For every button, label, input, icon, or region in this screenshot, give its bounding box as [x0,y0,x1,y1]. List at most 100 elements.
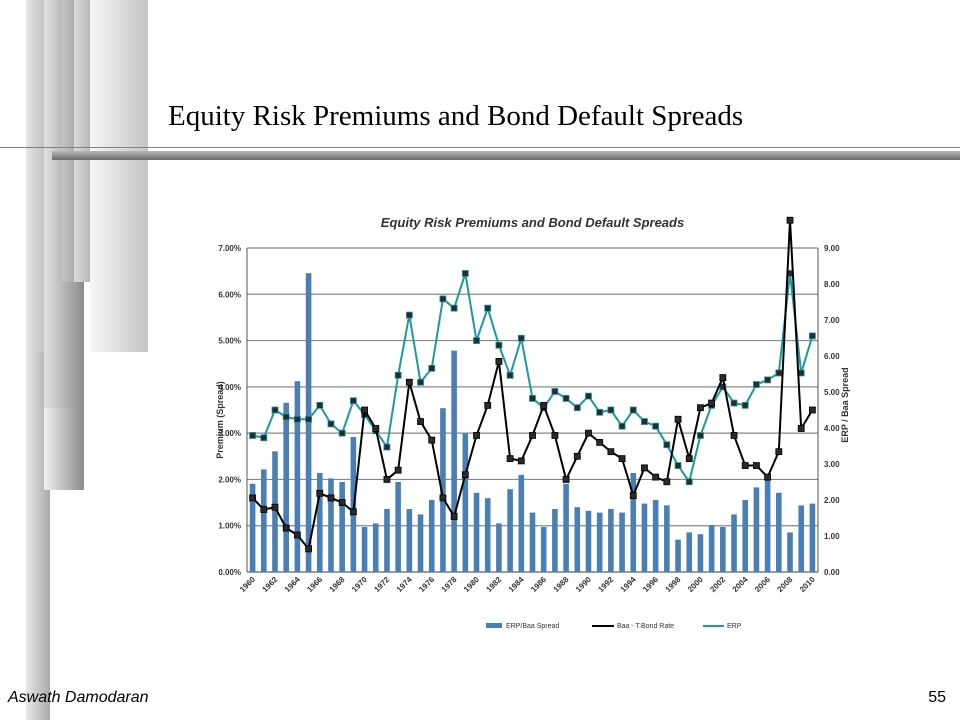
y-left-tick-label: 1.00% [218,522,241,531]
baa-point [249,494,256,502]
bar [484,498,491,572]
bar [652,500,659,572]
baa-point [417,418,424,425]
y-right-tick-label: 9.00 [824,244,840,253]
erp-point [652,422,660,430]
erp-point [585,392,592,400]
baa-point [405,378,413,386]
baa-point [282,524,290,532]
bar [260,469,267,572]
baa-point [585,429,592,437]
y-left-tick-label: 7.00% [218,244,241,253]
erp-point [349,397,357,405]
erp-point [607,406,615,414]
bar [619,512,625,572]
baa-point [260,506,268,513]
baa-point [596,438,604,446]
bar [496,523,502,572]
x-tick-label: 1986 [529,575,548,594]
erp-point [517,334,525,342]
erp-point [260,434,268,442]
bar [563,483,569,572]
bar [294,381,301,572]
x-tick-label: 1998 [664,575,683,594]
x-tick-label: 2006 [753,575,772,594]
baa-point [529,432,536,439]
y-right-tick-label: 2.00 [824,496,840,505]
baa-point [506,455,514,463]
baa-point [540,401,548,409]
y-right-tick-label: 3.00 [824,460,840,469]
baa-line [251,220,814,552]
baa-point [316,489,324,497]
bar [731,514,737,572]
bar [395,482,401,572]
y-left-tick-label: 3.00% [218,429,241,438]
baa-point [753,462,760,469]
x-tick-label: 1960 [238,575,257,594]
erp-point [674,462,682,469]
erp-point [417,378,424,386]
baa-point [674,415,682,423]
baa-point [361,406,368,414]
baa-point [618,455,626,463]
baa-point [708,399,716,407]
bar [440,408,446,572]
erp-point [316,401,324,409]
title-divider-bar [52,151,960,160]
erp-point [551,388,559,395]
baa-point [439,494,447,502]
baa-point [562,476,570,483]
erp-point [305,415,312,423]
baa-point [607,448,615,456]
y-left-tick-label: 5.00% [218,337,241,346]
baa-point [797,425,805,432]
y-left-tick-label: 4.00% [218,383,241,392]
baa-point [484,401,492,409]
x-tick-label: 1996 [641,575,660,594]
bar [596,512,603,572]
erp-point [764,376,772,384]
baa-point [461,471,469,479]
bar [630,473,637,572]
baa-point [517,457,525,465]
bar [361,527,368,572]
erp-point [596,408,604,416]
x-tick-label: 1962 [260,575,279,594]
baa-point [719,374,727,382]
erp-point [495,341,503,349]
baa-point [730,432,738,439]
erp-point [562,395,570,402]
bar [664,505,670,572]
bar [787,532,793,572]
y-right-tick-label: 6.00 [824,352,840,361]
erp-point [663,441,671,449]
baa-point [629,492,637,500]
bar [249,483,256,572]
baa-point [495,357,503,365]
erp-point [282,413,290,421]
x-tick-label: 2000 [686,575,705,594]
baa-point [573,452,581,460]
erp-point [473,337,480,344]
baa-point [428,436,436,444]
bar [507,489,513,572]
decor-bar-6 [44,0,74,408]
baa-point [372,425,380,432]
bar [339,482,345,572]
bar [641,503,648,572]
erp-point [405,311,413,319]
baa-point [764,473,772,481]
erp-point [439,295,447,303]
bar [697,534,704,572]
erp-point [271,406,279,414]
baa-point [809,406,816,414]
erp-point [641,418,648,425]
baa-point [327,494,335,502]
erp-point [450,304,458,312]
baa-point [473,432,480,439]
y-right-tick-label: 7.00 [824,316,840,325]
x-tick-label: 2002 [708,575,727,594]
baa-point [697,404,704,412]
